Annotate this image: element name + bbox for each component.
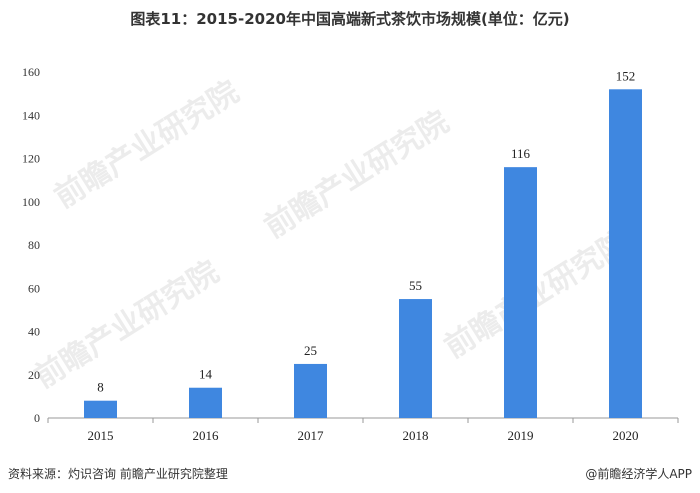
x-tick-label: 2017	[298, 428, 325, 443]
data-label: 14	[199, 367, 213, 382]
data-label: 152	[616, 68, 636, 83]
source-note: 资料来源：灼识咨询 前瞻产业研究院整理	[8, 467, 228, 481]
x-tick-label: 2020	[613, 428, 639, 443]
bar	[84, 400, 117, 418]
y-tick-label: 60	[28, 281, 40, 295]
x-tick-label: 2018	[403, 428, 429, 443]
y-tick-label: 100	[22, 195, 40, 209]
y-tick-label: 40	[28, 325, 40, 339]
data-label: 116	[511, 146, 531, 161]
data-label: 55	[409, 278, 422, 293]
x-tick-label: 2015	[88, 428, 114, 443]
y-tick-label: 80	[28, 238, 40, 252]
y-tick-label: 120	[22, 152, 40, 166]
bar	[294, 363, 327, 418]
y-tick-label: 160	[22, 65, 40, 79]
bar	[504, 167, 537, 418]
x-tick-label: 2019	[508, 428, 534, 443]
bar	[399, 299, 432, 418]
data-label: 8	[97, 380, 104, 395]
bar	[609, 89, 642, 419]
y-tick-label: 20	[28, 368, 40, 382]
x-tick-label: 2016	[193, 428, 220, 443]
y-tick-label: 140	[22, 108, 40, 122]
bar	[189, 387, 222, 418]
y-tick-label: 0	[34, 411, 40, 425]
credit-note: @前瞻经济学人APP	[585, 467, 692, 481]
chart-title: 图表11：2015-2020年中国高端新式茶饮市场规模(单位：亿元)	[130, 10, 570, 28]
data-label: 25	[304, 343, 317, 358]
